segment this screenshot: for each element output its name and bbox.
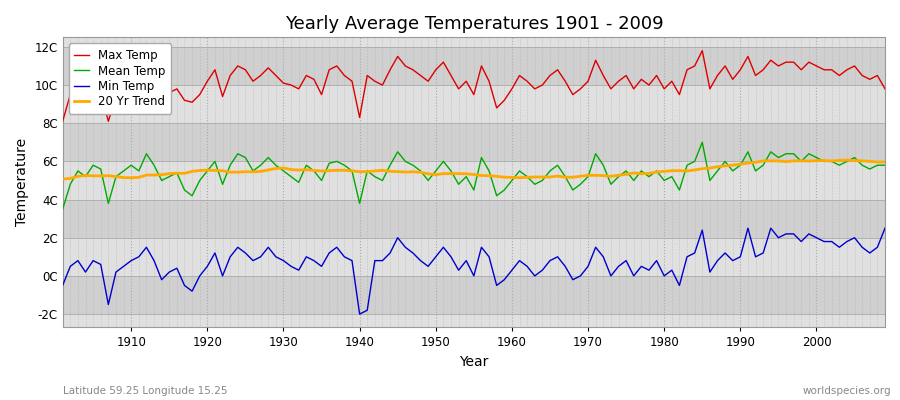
20 Yr Trend: [879, 160, 890, 164]
Bar: [63, 37, 885, 47]
Mean Temp: [58, 207, 68, 212]
Mean Temp: [507, 178, 517, 183]
Max Temp: [118, 88, 129, 93]
Text: worldspecies.org: worldspecies.org: [803, 386, 891, 396]
Min Temp: [331, 245, 342, 250]
Max Temp: [507, 86, 517, 91]
Bar: [63, 161, 885, 200]
20 Yr Trend: [285, 167, 296, 172]
Legend: Max Temp, Mean Temp, Min Temp, 20 Yr Trend: Max Temp, Mean Temp, Min Temp, 20 Yr Tre…: [68, 43, 171, 114]
Bar: [63, 47, 885, 85]
20 Yr Trend: [499, 175, 509, 180]
Mean Temp: [331, 159, 342, 164]
Mean Temp: [499, 188, 509, 192]
20 Yr Trend: [331, 168, 342, 173]
Mean Temp: [598, 163, 608, 168]
Max Temp: [331, 64, 342, 68]
20 Yr Trend: [118, 175, 129, 180]
Min Temp: [285, 264, 296, 269]
Min Temp: [606, 274, 616, 278]
Max Temp: [499, 98, 509, 103]
20 Yr Trend: [507, 175, 517, 180]
Line: Min Temp: Min Temp: [63, 228, 885, 314]
Bar: [63, 276, 885, 314]
20 Yr Trend: [598, 173, 608, 178]
Mean Temp: [285, 174, 296, 179]
Bar: [63, 123, 885, 161]
20 Yr Trend: [842, 158, 852, 162]
Max Temp: [879, 86, 890, 91]
Line: 20 Yr Trend: 20 Yr Trend: [63, 160, 885, 179]
20 Yr Trend: [58, 177, 68, 182]
Min Temp: [514, 258, 525, 263]
Min Temp: [58, 283, 68, 288]
Mean Temp: [697, 140, 707, 145]
Bar: [63, 85, 885, 123]
Min Temp: [118, 264, 129, 269]
Max Temp: [285, 83, 296, 88]
Title: Yearly Average Temperatures 1901 - 2009: Yearly Average Temperatures 1901 - 2009: [284, 15, 663, 33]
Mean Temp: [118, 168, 129, 173]
Min Temp: [507, 268, 517, 272]
Max Temp: [58, 119, 68, 124]
X-axis label: Year: Year: [459, 355, 489, 369]
Line: Max Temp: Max Temp: [63, 51, 885, 121]
Bar: [63, 200, 885, 238]
Min Temp: [879, 226, 890, 230]
Min Temp: [742, 226, 753, 230]
Y-axis label: Temperature: Temperature: [15, 138, 29, 226]
Mean Temp: [879, 163, 890, 168]
Bar: [63, 314, 885, 328]
Min Temp: [355, 312, 365, 316]
Max Temp: [598, 73, 608, 78]
Text: Latitude 59.25 Longitude 15.25: Latitude 59.25 Longitude 15.25: [63, 386, 228, 396]
Bar: [63, 238, 885, 276]
Line: Mean Temp: Mean Temp: [63, 142, 885, 209]
Max Temp: [697, 48, 707, 53]
